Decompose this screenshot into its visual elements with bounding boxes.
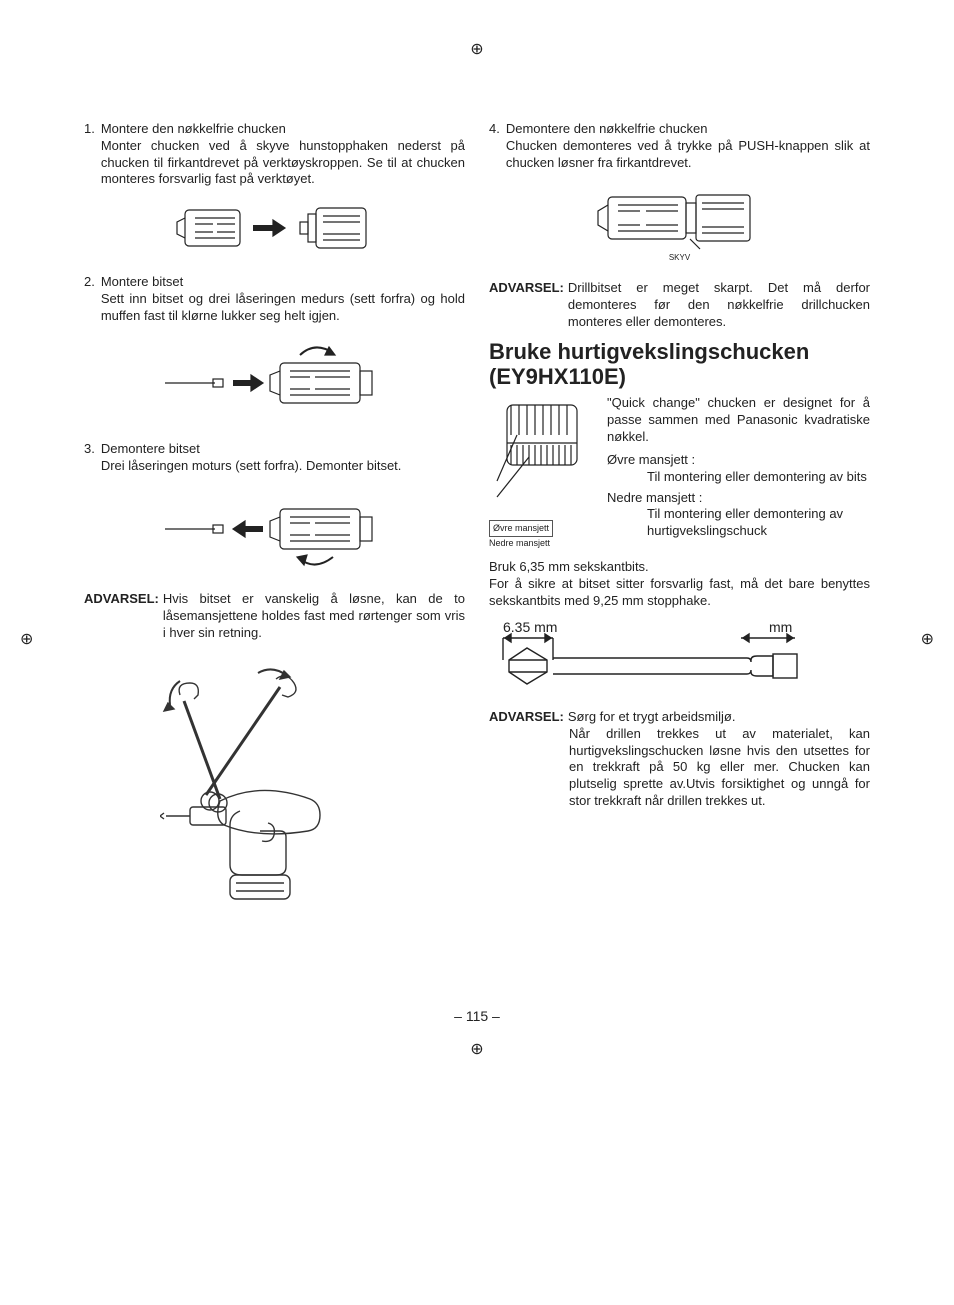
figure-quickchange-chuck: Øvre mansjett Nedre mansjett — [489, 395, 599, 549]
upper-sleeve-body: Til montering eller demontering av bits — [607, 469, 870, 486]
step-text: Monter chucken ved å skyve hunstopphaken… — [101, 138, 465, 187]
step-3: 3. Demontere bitset Drei låseringen motu… — [84, 441, 465, 475]
lower-sleeve-callout: Nedre mansjett — [489, 538, 550, 548]
registration-mark-left: ⊕ — [20, 630, 33, 651]
step-1: 1. Montere den nøkkelfrie chucken Monter… — [84, 121, 465, 189]
figure-remove-bit — [84, 485, 465, 575]
step-body: Demontere den nøkkelfrie chucken Chucken… — [506, 121, 870, 172]
step-title: Montere den nøkkelfrie chucken — [101, 121, 286, 136]
warning-label: ADVARSEL: — [84, 591, 159, 642]
chuck-label-group: Øvre mansjett Nedre mansjett — [489, 520, 599, 549]
warning-right-1: ADVARSEL: Drillbitset er meget skarpt. D… — [489, 280, 870, 331]
warning-body-rest: Når drillen trekkes ut av materialet, ka… — [489, 726, 870, 810]
registration-mark-bottom: ⊕ — [24, 1040, 930, 1061]
quickchange-text: "Quick change" chucken er designet for å… — [607, 395, 870, 549]
upper-sleeve-heading: Øvre mansjett : — [607, 452, 870, 469]
step-body: Montere bitset Sett inn bitset og drei l… — [101, 274, 465, 325]
step-2: 2. Montere bitset Sett inn bitset og dre… — [84, 274, 465, 325]
warning-left: ADVARSEL: Hvis bitset er vanskelig å løs… — [84, 591, 465, 642]
quickchange-intro: "Quick change" chucken er designet for å… — [607, 395, 870, 446]
step-title: Montere bitset — [101, 274, 183, 289]
warning-right-2: ADVARSEL: Sørg for et trygt arbeidsmiljø… — [489, 709, 870, 726]
step-title: Demontere bitset — [101, 441, 200, 456]
step-body: Montere den nøkkelfrie chucken Monter ch… — [101, 121, 465, 189]
left-column: 1. Montere den nøkkelfrie chucken Monter… — [84, 121, 465, 948]
warning-label: ADVARSEL: — [489, 709, 564, 726]
step-number: 4. — [489, 121, 500, 172]
step-text: Sett inn bitset og drei låseringen medur… — [101, 291, 465, 323]
hex-dim-right-text: mm — [769, 619, 792, 635]
skyv-label: SKYV — [669, 253, 690, 263]
figure-hex-bit: 6.35 mm mm — [489, 618, 870, 693]
warning-label: ADVARSEL: — [489, 280, 564, 331]
hex-line-2: For å sikre at bitset sitter forsvarlig … — [489, 576, 870, 610]
page-number: – 115 – — [24, 1007, 930, 1025]
warning-body-first: Sørg for et trygt arbeidsmiljø. — [568, 709, 870, 726]
figure-mount-bit — [84, 335, 465, 425]
figure-mount-chuck — [84, 198, 465, 258]
upper-sleeve-callout: Øvre mansjett — [489, 520, 553, 537]
step-number: 2. — [84, 274, 95, 325]
step-body: Demontere bitset Drei låseringen moturs … — [101, 441, 465, 475]
page-content: 1. Montere den nøkkelfrie chucken Monter… — [24, 91, 930, 968]
step-number: 1. — [84, 121, 95, 189]
figure-wrenches — [84, 651, 465, 931]
registration-mark-right: ⊕ — [921, 630, 934, 651]
hex-dim-left-text: 6.35 mm — [503, 619, 557, 635]
step-text: Chucken demonteres ved å trykke på PUSH-… — [506, 138, 870, 170]
right-column: 4. Demontere den nøkkelfrie chucken Chuc… — [489, 121, 870, 948]
step-title: Demontere den nøkkelfrie chucken — [506, 121, 708, 136]
step-number: 3. — [84, 441, 95, 475]
warning-body: Hvis bitset er vanskelig å løsne, kan de… — [163, 591, 465, 642]
step-4: 4. Demontere den nøkkelfrie chucken Chuc… — [489, 121, 870, 172]
two-column-layout: 1. Montere den nøkkelfrie chucken Monter… — [84, 121, 870, 948]
quickchange-block: Øvre mansjett Nedre mansjett "Quick chan… — [489, 395, 870, 549]
section-heading: Bruke hurtigvekslingschucken (EY9HX110E) — [489, 339, 870, 390]
figure-remove-chuck: SKYV — [489, 181, 870, 263]
hex-line-1: Bruk 6,35 mm sekskantbits. — [489, 559, 870, 576]
step-text: Drei låseringen moturs (sett forfra). De… — [101, 458, 402, 473]
registration-mark-top: ⊕ — [24, 40, 930, 61]
lower-sleeve-heading: Nedre mansjett : — [607, 490, 870, 507]
warning-body: Drillbitset er meget skarpt. Det må derf… — [568, 280, 870, 331]
lower-sleeve-body: Til montering eller demontering av hurti… — [607, 506, 870, 540]
